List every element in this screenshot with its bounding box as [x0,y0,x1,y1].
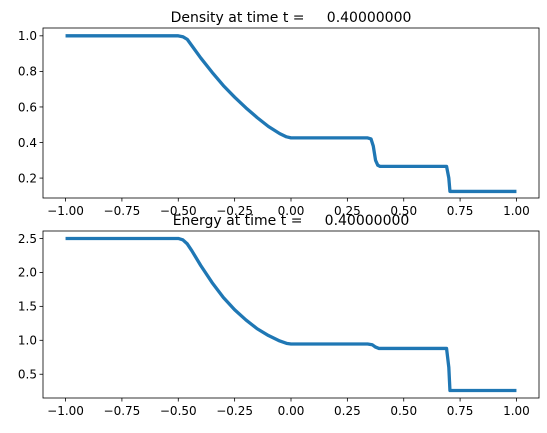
energy-y-tick-label: 2.5 [18,232,37,246]
energy-y-tick-label: 1.0 [18,334,37,348]
density-plot-frame [42,27,540,199]
density-x-tick-label: 0.25 [334,204,361,218]
energy-y-tick-label: 1.5 [18,300,37,314]
energy-x-tick-label: −0.25 [216,404,253,418]
energy-x-tick-label: −1.00 [47,404,84,418]
energy-x-tick-label: 0.75 [447,404,474,418]
density-x-tick-label: −1.00 [47,204,84,218]
energy-x-tick-label: 0.25 [334,404,361,418]
density-x-tick-label: 1.00 [503,204,530,218]
energy-x-tick-label: 0.50 [390,404,417,418]
density-x-tick-label: 0.75 [447,204,474,218]
energy-series-line-0 [65,236,517,393]
energy-y-tick-label: 0.5 [18,368,37,382]
density-y-tick-label: 0.8 [18,65,37,79]
energy-x-tick-label: 1.00 [503,404,530,418]
density-y-tick-label: 1.0 [18,29,37,43]
energy-x-tick-label: 0.00 [278,404,305,418]
density-y-tick-label: 0.4 [18,136,37,150]
energy-plot-frame [42,230,540,399]
density-x-tick-label: −0.25 [216,204,253,218]
density-x-tick-label: 0.50 [390,204,417,218]
density-x-tick-label: −0.75 [104,204,141,218]
density-y-tick-label: 0.2 [18,171,37,185]
density-x-tick-label: 0.00 [278,204,305,218]
density-chart-title: Density at time t = 0.40000000 [171,10,412,26]
density-axes: −1.00 −0.75 −0.50 −0.25 0.00 0.25 0.50 0.75 1.00… [18,10,540,218]
energy-axes: −1.00 −0.75 −0.50 −0.25 0.00 0.25 0.50 0.75 1.00… [18,213,540,418]
density-x-tick-label: −0.50 [160,204,197,218]
energy-chart-title: Energy at time t = 0.40000000 [173,213,410,229]
energy-x-tick-label: −0.50 [160,404,197,418]
density-y-tick-label: 0.6 [18,100,37,114]
energy-x-tick-label: −0.75 [104,404,141,418]
energy-y-tick-label: 2.0 [18,266,37,280]
density-series-line-0 [65,34,517,194]
